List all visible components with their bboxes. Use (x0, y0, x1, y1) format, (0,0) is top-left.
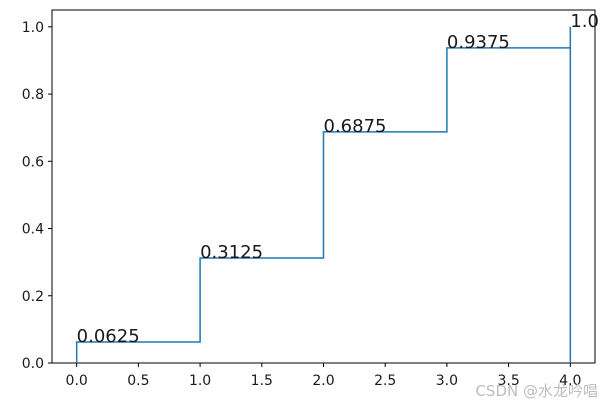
series-layer (75, 26, 572, 363)
x-tick-label: 3.0 (436, 373, 458, 389)
data-label: 0.3125 (200, 242, 263, 263)
y-tick-label: 1.0 (22, 20, 44, 36)
x-tick-label: 2.0 (312, 373, 334, 389)
x-tick-label: 0.5 (127, 373, 149, 389)
x-tick-label: 2.5 (374, 373, 396, 389)
x-tick-label: 0.0 (66, 373, 88, 389)
x-axis: 0.0 0.5 1.0 1.5 2.0 2.5 3.0 3.5 4.0 (66, 363, 581, 389)
y-tick-label: 0.8 (22, 87, 44, 103)
y-tick-label: 0.6 (22, 154, 44, 170)
watermark-text: CSDN @水龙吟唱 (475, 382, 598, 400)
x-tick-label: 1.5 (251, 373, 273, 389)
data-label: 1.0 (570, 11, 599, 32)
x-tick-label: 1.0 (189, 373, 211, 389)
y-tick-label: 0.4 (22, 222, 44, 238)
x-tick-label: 3.5 (497, 373, 519, 389)
y-tick-label: 0.2 (22, 289, 44, 305)
data-label: 0.9375 (447, 32, 510, 53)
y-tick-label: 0.0 (22, 356, 44, 372)
x-tick-label: 4.0 (559, 373, 581, 389)
step-series-line (75, 26, 572, 363)
data-label: 0.6875 (324, 116, 387, 137)
data-label: 0.0625 (77, 326, 140, 347)
y-axis: 0.0 0.2 0.4 0.6 0.8 1.0 (22, 20, 52, 372)
data-labels: 0.0625 0.3125 0.6875 0.9375 1.0 (77, 11, 599, 347)
